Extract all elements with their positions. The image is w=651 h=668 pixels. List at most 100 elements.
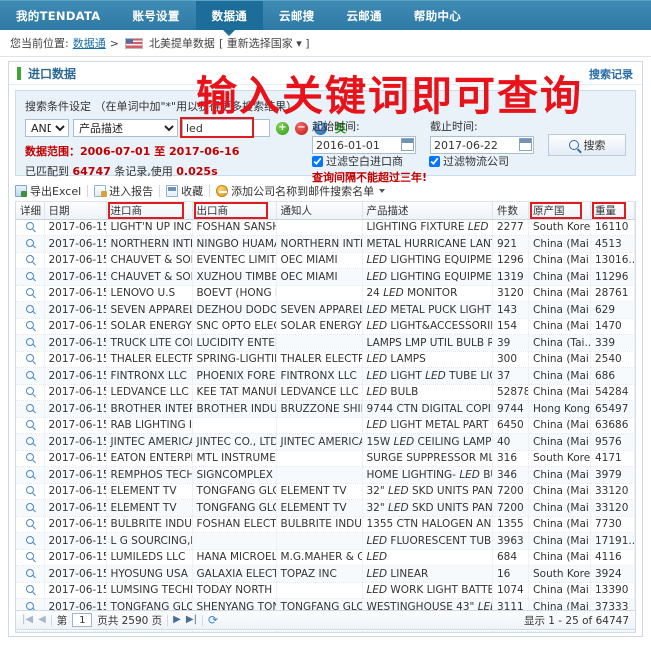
column-header-6[interactable]: 件数: [492, 202, 529, 220]
page-number-input[interactable]: [72, 613, 93, 627]
add-company-button[interactable]: 添加公司名称到邮件搜索名单: [216, 183, 386, 199]
row-detail-magnifier-icon[interactable]: [25, 469, 34, 478]
quantity-cell: 300: [492, 351, 529, 368]
date-cell: 2017-06-15: [44, 483, 107, 500]
calendar-icon[interactable]: [519, 138, 532, 151]
nav-item-3[interactable]: 云邮搜: [263, 1, 330, 30]
search-record-link[interactable]: 搜索记录: [589, 68, 633, 81]
row-detail-magnifier-icon[interactable]: [25, 337, 34, 346]
row-detail-magnifier-icon[interactable]: [25, 238, 34, 247]
row-detail-magnifier-icon[interactable]: [25, 519, 34, 528]
row-detail-magnifier-icon[interactable]: [25, 552, 34, 561]
filter-blank-importer-checkbox[interactable]: [312, 155, 323, 167]
row-detail-magnifier-icon[interactable]: [25, 453, 34, 462]
date-cell: 2017-06-15: [44, 252, 107, 269]
refresh-icon[interactable]: ⟳: [207, 613, 218, 627]
info-icon[interactable]: i: [314, 121, 327, 135]
row-detail-magnifier-icon[interactable]: [25, 585, 34, 594]
quantity-cell: 2277: [492, 219, 529, 236]
first-page-button[interactable]: |◀: [22, 614, 34, 625]
weight-cell: 9576: [590, 433, 635, 451]
column-header-2[interactable]: 进口商: [106, 202, 193, 220]
change-country-link[interactable]: [ 重新选择国家 ▾ ]: [218, 37, 310, 50]
search-operator-select[interactable]: ANDORNOT: [25, 119, 69, 137]
row-detail-magnifier-icon[interactable]: [25, 387, 34, 396]
row-detail-magnifier-icon[interactable]: [25, 403, 34, 412]
column-header-8[interactable]: 重量: [590, 202, 635, 220]
column-header-3[interactable]: 出口商: [192, 202, 277, 220]
chevron-down-icon[interactable]: [379, 188, 386, 193]
favorite-button[interactable]: 收藏: [166, 183, 203, 199]
filter-logistics-option[interactable]: 过滤物流公司: [429, 153, 509, 169]
nav-item-1[interactable]: 账号设置: [116, 1, 195, 30]
prev-page-button[interactable]: ◀: [38, 614, 46, 625]
next-page-button[interactable]: ▶: [173, 614, 181, 625]
start-date-input[interactable]: [312, 136, 416, 154]
row-detail-magnifier-icon[interactable]: [25, 601, 34, 610]
filter-blank-importer-option[interactable]: 过滤空白进口商: [312, 153, 403, 169]
export-excel-button[interactable]: 导出Excel: [15, 183, 81, 199]
keyword-input[interactable]: [182, 119, 270, 137]
column-header-4[interactable]: 通知人: [276, 202, 363, 220]
search-field-select[interactable]: 产品描述进口商出口商通知人HS编码: [73, 119, 178, 137]
column-header-5[interactable]: 产品描述: [362, 202, 493, 220]
remove-condition-icon[interactable]: −: [295, 121, 308, 135]
row-detail-magnifier-icon[interactable]: [25, 568, 34, 577]
language-toggle-icon[interactable]: 英: [335, 122, 346, 135]
add-condition-icon[interactable]: +: [276, 121, 289, 135]
row-detail-magnifier-icon[interactable]: [25, 436, 34, 445]
row-detail-magnifier-icon[interactable]: [25, 304, 34, 313]
origin-country-cell: China (Mai...: [528, 549, 591, 566]
row-detail-magnifier-icon[interactable]: [25, 354, 34, 363]
enter-report-button[interactable]: 进入报告: [94, 183, 153, 199]
row-detail-magnifier-icon[interactable]: [25, 535, 34, 544]
row-detail-magnifier-icon[interactable]: [25, 370, 34, 379]
row-detail-magnifier-icon[interactable]: [25, 486, 34, 495]
column-header-7[interactable]: 原产国: [528, 202, 591, 220]
row-detail-magnifier-icon[interactable]: [25, 420, 34, 429]
origin-country-cell: China (Mai...: [528, 417, 591, 434]
nav-item-4[interactable]: 云邮通: [330, 1, 397, 30]
last-page-button[interactable]: ▶|: [185, 614, 197, 625]
row-detail-magnifier-icon[interactable]: [25, 288, 34, 297]
row-detail-magnifier-icon[interactable]: [25, 255, 34, 264]
column-header-0[interactable]: 详细: [16, 202, 45, 220]
row-detail-magnifier-icon[interactable]: [25, 321, 34, 330]
row-detail-magnifier-icon[interactable]: [25, 222, 34, 231]
nav-item-5[interactable]: 帮助中心: [398, 1, 477, 30]
nav-item-0[interactable]: 我的TENDATA: [0, 1, 116, 30]
search-button[interactable]: 搜索: [548, 134, 626, 156]
end-date-input[interactable]: [430, 136, 534, 154]
table-row[interactable]: 2017-06-15L G SOURCING,I... LED FLUORESCE…: [16, 532, 635, 550]
breadcrumb-root-link[interactable]: 数据通: [72, 37, 106, 50]
row-detail-magnifier-icon[interactable]: [25, 502, 34, 511]
row-detail-magnifier-icon[interactable]: [25, 271, 34, 280]
column-header-1[interactable]: 日期: [44, 202, 107, 220]
filter-logistics-checkbox[interactable]: [429, 155, 440, 167]
product-description-cell: SURGE SUPPRESSOR MLLS10N-347V-S LED LIGH…: [362, 450, 493, 467]
nav-item-2[interactable]: 数据通: [195, 1, 264, 30]
calendar-icon[interactable]: [401, 138, 414, 151]
